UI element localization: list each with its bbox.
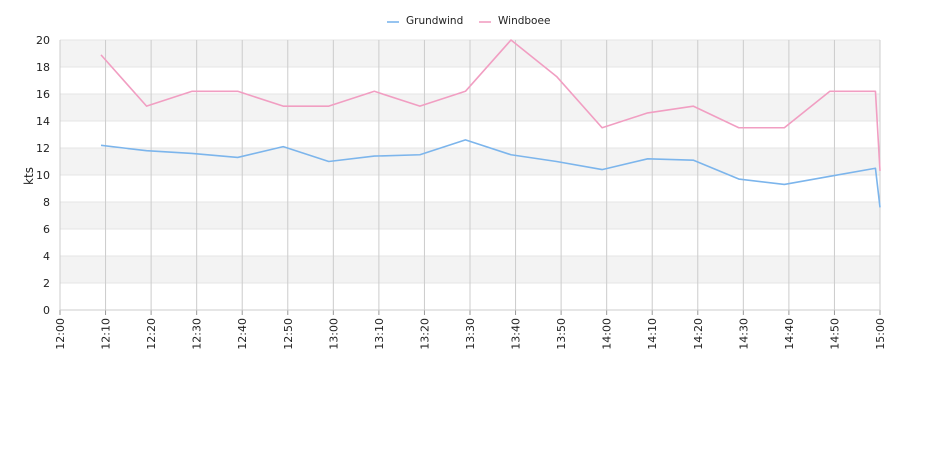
legend-label[interactable]: Windboee: [498, 15, 550, 27]
x-tick-label: 12:20: [145, 318, 158, 350]
x-axis-ticks: 12:00 12:10 12:20 12:30 12:40 12:50 13:00 13:10…: [54, 309, 887, 350]
y-tick-label: 2: [43, 277, 50, 290]
y-tick-label: 12: [36, 142, 50, 155]
series-lines: [100, 39, 881, 208]
x-tick-label: 13:40: [510, 318, 523, 350]
y-tick-label: 6: [43, 223, 50, 236]
x-tick-label: 14:10: [646, 318, 659, 350]
legend: Grundwind Windboee: [387, 15, 550, 27]
x-tick-label: 14:50: [828, 318, 841, 350]
x-tick-label: 13:00: [327, 318, 340, 350]
series-line: [100, 139, 881, 208]
x-tick-label: 12:40: [236, 318, 249, 350]
y-tick-label: 16: [36, 88, 50, 101]
y-tick-label: 14: [36, 115, 50, 128]
x-tick-label: 13:10: [373, 318, 386, 350]
vertical-grid: [59, 40, 881, 310]
y-tick-label: 20: [36, 34, 50, 47]
y-tick-label: 8: [43, 196, 50, 209]
x-tick-label: 12:10: [100, 318, 113, 350]
x-tick-label: 13:20: [418, 318, 431, 350]
y-axis-ticks: 0 2 4 6 8 10 12 14 16 18 20: [36, 34, 50, 317]
x-tick-label: 15:00: [874, 318, 887, 350]
legend-label[interactable]: Grundwind: [406, 15, 463, 27]
x-tick-label: 12:30: [191, 318, 204, 350]
y-tick-label: 4: [43, 250, 50, 263]
x-tick-label: 13:50: [555, 318, 568, 350]
y-axis-label: kts: [22, 167, 36, 185]
y-tick-label: 18: [36, 61, 50, 74]
x-tick-label: 14:00: [601, 318, 614, 350]
y-tick-label: 10: [36, 169, 50, 182]
x-tick-label: 14:40: [783, 318, 796, 350]
x-tick-label: 13:30: [464, 318, 477, 350]
x-tick-label: 12:50: [282, 318, 295, 350]
x-tick-label: 12:00: [54, 318, 67, 350]
y-tick-label: 0: [43, 304, 50, 317]
x-tick-label: 14:30: [737, 318, 750, 350]
series-line: [100, 39, 881, 171]
x-tick-label: 14:20: [692, 318, 705, 350]
